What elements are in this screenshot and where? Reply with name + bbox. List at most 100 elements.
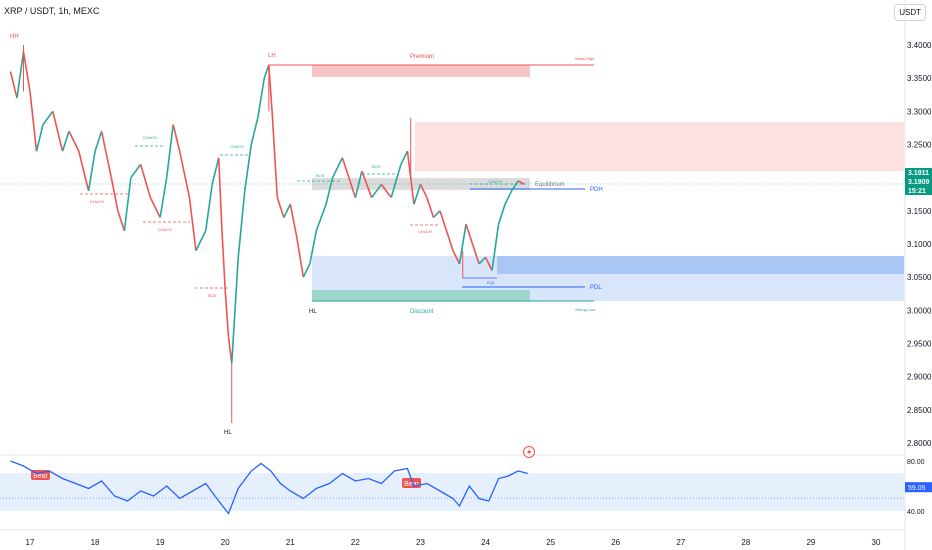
bear-label-text: Bear (33, 473, 48, 480)
price-tick-label: 3.2500 (907, 141, 932, 150)
price-segment (497, 203, 506, 225)
hl-label: HL (309, 309, 317, 315)
price-segment (78, 150, 90, 192)
premium-zone (312, 65, 530, 77)
price-segment (517, 180, 525, 186)
price-label-box (905, 177, 932, 186)
price-segment (289, 204, 298, 238)
price-segment (227, 336, 233, 364)
price-segment (432, 210, 441, 219)
pdh-label: PDH (590, 187, 603, 193)
rsi-line (10, 460, 528, 515)
price-segment (331, 157, 344, 179)
equilibrium-zone (312, 178, 530, 190)
currency-button[interactable]: USDT (894, 4, 926, 21)
demand-order-block (497, 256, 904, 274)
price-segment (123, 177, 132, 231)
price-segment (237, 190, 246, 258)
time-tick-label: 19 (156, 538, 165, 547)
price-tick-label: 2.8000 (907, 439, 932, 448)
price-tick-label: 2.9000 (907, 373, 932, 382)
time-tick-label: 30 (872, 538, 881, 547)
price-segment (315, 203, 327, 232)
time-tick-label: 21 (286, 538, 295, 547)
time-tick-label: 23 (416, 538, 425, 547)
price-segment (413, 184, 422, 205)
price-segment (478, 256, 487, 265)
time-tick-label: 22 (351, 538, 360, 547)
price-segment (390, 164, 402, 198)
price-segment (61, 130, 70, 152)
price-segment (510, 180, 519, 192)
lightning-icon[interactable] (523, 446, 535, 458)
price-segment (263, 64, 270, 79)
price-segment (22, 51, 31, 92)
time-tick-label: 25 (546, 538, 555, 547)
price-segment (139, 164, 152, 198)
price-segment (276, 197, 285, 218)
price-segment (204, 184, 214, 231)
price-segment (458, 223, 467, 265)
price-segment (380, 183, 392, 199)
lh-label: LH (268, 53, 276, 59)
price-segment (51, 111, 64, 152)
price-segment (283, 203, 292, 218)
price-segment (348, 177, 357, 198)
price-segment (16, 51, 25, 99)
price-segment (268, 64, 273, 112)
time-tick-label: 20 (221, 538, 230, 547)
price-segment (271, 111, 279, 198)
price-segment (165, 124, 174, 178)
price-tick-label: 3.4000 (907, 41, 932, 50)
choch-label: CHoCH (230, 144, 244, 149)
price-segment (419, 183, 428, 198)
choch-label: CHoCH (418, 229, 432, 234)
price-label-box (905, 168, 932, 177)
price-segment (35, 124, 44, 152)
price-segment (439, 210, 448, 231)
eql-label: EQL (487, 280, 496, 285)
price-segment (354, 170, 363, 198)
price-segment (42, 110, 54, 126)
price-segment (426, 197, 435, 218)
time-tick-label: 26 (611, 538, 620, 547)
price-segment (195, 230, 207, 251)
bos-label: BOS (372, 164, 381, 169)
choch-label: CHoCH (488, 179, 502, 184)
pdl-label: PDL (590, 285, 602, 291)
price-segment (9, 71, 18, 99)
time-tick-label: 18 (91, 538, 100, 547)
price-label-text: 3.1909 (908, 179, 930, 186)
price-segment (117, 210, 126, 231)
choch-label: CHoCH (143, 135, 157, 140)
rsi-current-box (905, 482, 932, 493)
choch-label: CHoCH (158, 227, 172, 232)
price-segment (221, 230, 227, 291)
time-tick-label: 27 (676, 538, 685, 547)
price-tick-label: 3.0000 (907, 306, 932, 315)
price-segment (130, 163, 142, 179)
rsi-tick-label: 40.00 (907, 509, 925, 516)
bos-label: BOS (316, 173, 325, 178)
price-segment (361, 170, 373, 198)
price-segment (484, 256, 493, 271)
price-segment (172, 124, 181, 152)
bear-label-text: Bear (404, 481, 419, 488)
weak-high-label: Weak High (575, 56, 595, 61)
price-segment (149, 197, 161, 218)
price-segment (224, 290, 230, 337)
price-segment (211, 157, 220, 185)
price-tick-label: 2.9500 (907, 340, 932, 349)
price-label-text: 15:21 (908, 188, 926, 195)
teal-order-block (312, 290, 530, 301)
hh-label: HH (10, 34, 19, 40)
price-segment (296, 237, 305, 278)
price-segment (94, 130, 103, 152)
price-tick-label: 2.8500 (907, 406, 932, 415)
price-segment (178, 150, 191, 198)
price-segment (100, 131, 113, 178)
price-segment (452, 250, 461, 265)
price-segment (445, 230, 454, 251)
rsi-current-label: 59.05 (908, 485, 926, 492)
